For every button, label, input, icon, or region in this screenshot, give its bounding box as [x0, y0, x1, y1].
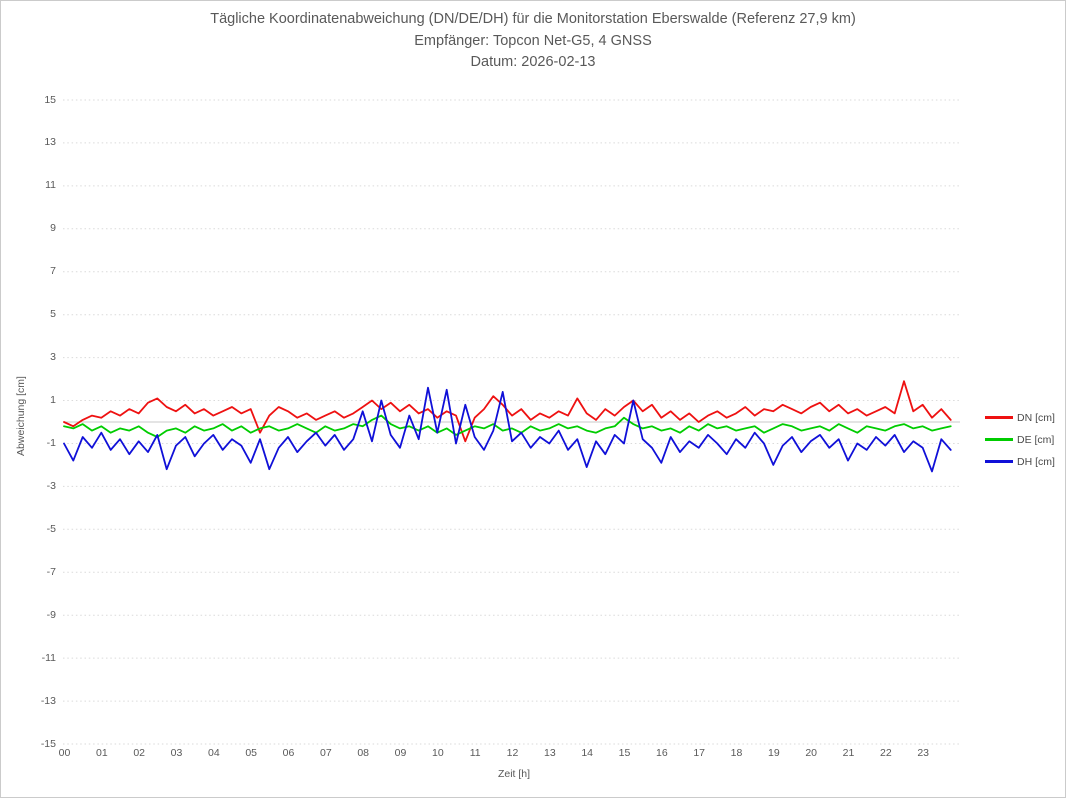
- x-tick-label: 03: [170, 747, 183, 759]
- chart-title-line2: Empfänger: Topcon Net-G5, 4 GNSS: [414, 32, 652, 49]
- x-tick-label: 19: [767, 747, 780, 759]
- x-tick-label: 21: [842, 747, 855, 759]
- x-tick-label: 17: [693, 747, 705, 759]
- y-tick-label: -5: [46, 522, 56, 535]
- x-tick-label: 07: [319, 747, 332, 759]
- series-line-dn: [63, 380, 952, 443]
- x-tick-label: 14: [581, 747, 593, 759]
- x-tick-label: 10: [431, 747, 444, 759]
- series-line-de: [63, 414, 952, 438]
- y-tick-label: 11: [45, 179, 56, 192]
- y-tick-label: -15: [40, 737, 56, 750]
- x-tick-label: 08: [357, 747, 369, 759]
- legend: DN [cm] DE [cm] DH [cm]: [985, 411, 1055, 477]
- y-tick-label: 15: [44, 93, 56, 106]
- chart-title-line1: Tägliche Koordinatenabweichung (DN/DE/DH…: [210, 11, 856, 27]
- y-tick-label: -9: [46, 608, 56, 621]
- x-tick-label: 01: [95, 747, 108, 759]
- legend-line-swatch: [985, 438, 1013, 441]
- x-tick-label: 12: [506, 747, 519, 759]
- y-tick-label: 1: [50, 394, 56, 407]
- legend-label: DH [cm]: [1017, 455, 1055, 468]
- y-tick-label: 7: [50, 265, 56, 278]
- x-tick-label: 15: [618, 747, 631, 759]
- legend-label: DE [cm]: [1017, 433, 1055, 446]
- y-tick-label: 3: [50, 351, 56, 364]
- chart-title-line3: Datum: 2026-02-13: [470, 54, 596, 70]
- legend-item-dh: DH [cm]: [985, 455, 1055, 468]
- x-tick-label: 04: [207, 747, 220, 759]
- x-tick-label: 22: [879, 747, 892, 759]
- y-tick-label: -13: [40, 694, 56, 707]
- y-tick-label: -3: [46, 479, 56, 492]
- x-tick-label: 23: [917, 747, 929, 759]
- y-tick-label: 5: [50, 308, 56, 321]
- legend-line-swatch: [985, 460, 1013, 463]
- x-axis-title: Zeit [h]: [497, 768, 531, 780]
- y-axis-title: Abweichung [cm]: [15, 376, 27, 456]
- x-tick-label: 05: [245, 747, 257, 759]
- legend-item-dn: DN [cm]: [985, 411, 1055, 424]
- chart-title-block: Tägliche Koordinatenabweichung (DN/DE/DH…: [1, 9, 1065, 74]
- y-tick-label: -7: [46, 565, 56, 578]
- y-tick-label: 13: [44, 136, 56, 149]
- x-tick-label: 20: [805, 747, 817, 759]
- x-tick-label: 02: [133, 747, 145, 759]
- x-tick-label: 13: [543, 747, 556, 759]
- y-tick-label: -11: [41, 651, 56, 664]
- legend-label: DN [cm]: [1017, 411, 1055, 424]
- series-line-dh: [63, 386, 952, 473]
- legend-line-swatch: [985, 416, 1013, 419]
- x-tick-label: 09: [394, 747, 407, 759]
- y-tick-label: 9: [50, 222, 56, 235]
- x-tick-label: 16: [655, 747, 668, 759]
- x-tick-label: 18: [730, 747, 743, 759]
- legend-item-de: DE [cm]: [985, 433, 1055, 446]
- x-tick-label: 00: [58, 747, 71, 759]
- x-tick-label: 11: [469, 747, 481, 759]
- x-tick-label: 06: [282, 747, 295, 759]
- y-tick-label: -1: [46, 436, 56, 449]
